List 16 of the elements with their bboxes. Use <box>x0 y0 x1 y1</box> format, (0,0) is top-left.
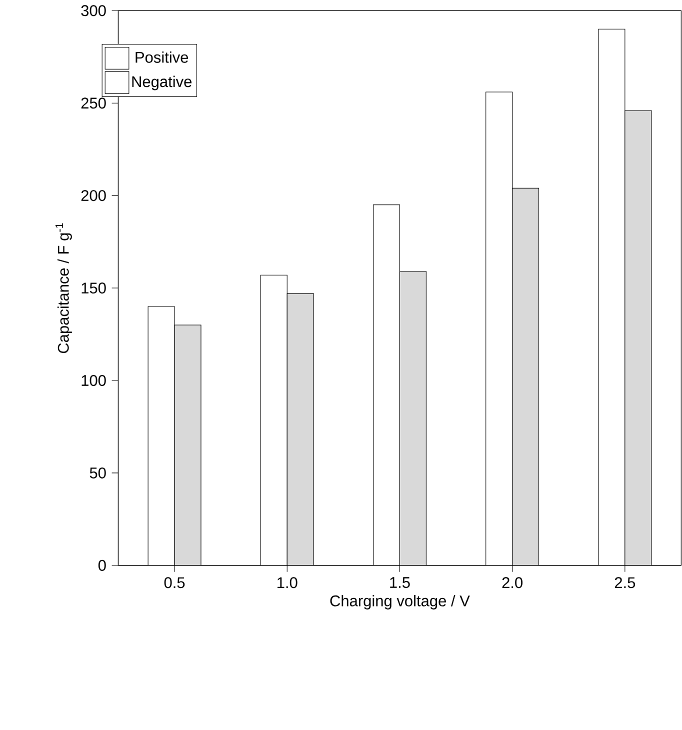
legend-label: Positive <box>136 51 188 63</box>
x-tick-label: 2.5 <box>615 577 636 588</box>
x-tick-label: 1.0 <box>278 577 298 588</box>
legend-label: Negative <box>132 76 192 90</box>
y-tick-label: 150 <box>82 282 106 294</box>
y-tick-label: 100 <box>82 375 106 386</box>
x-tick-label: 1.5 <box>390 577 410 588</box>
y-tick-label: 200 <box>82 190 106 202</box>
x-tick-label: 0.5 <box>164 577 185 588</box>
y-tick-label: 50 <box>90 467 106 478</box>
y-tick-label: 0 <box>98 560 106 571</box>
y-tick-label: 300 <box>81 5 106 16</box>
x-axis-title: Charging voltage / V <box>330 595 470 610</box>
x-tick-label: 2.0 <box>502 577 523 588</box>
y-tick-label: 250 <box>82 98 106 109</box>
y-axis-title: Capacitance / F g$^{-1}$ <box>56 223 72 354</box>
